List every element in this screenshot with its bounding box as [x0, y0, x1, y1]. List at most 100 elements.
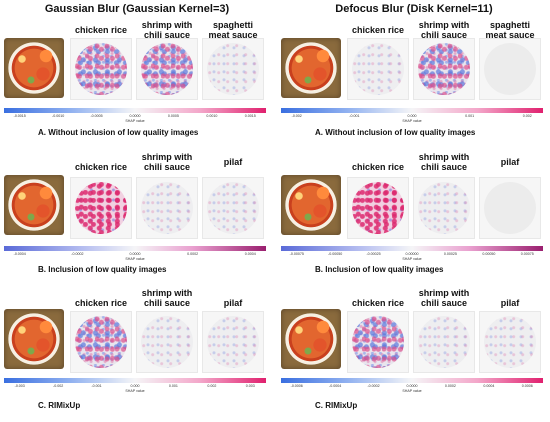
colorbar-label: SHAP value: [125, 257, 145, 261]
colorbar-tick-label: -0.001: [91, 384, 102, 388]
colorbar-tick-label: 0.002: [207, 384, 217, 388]
shap-map: [413, 177, 475, 239]
panel-caption: B. Inclusion of low quality images: [38, 265, 167, 274]
shap-map: [479, 311, 541, 373]
colorbar-ticks: -0.0006 -0.0004 -0.0002 0.0000 0.0002 0.0004 0…: [281, 384, 543, 390]
food-image: [4, 309, 64, 369]
colorbar: [281, 108, 543, 113]
colorbar-tick-label: 0.0010: [206, 114, 218, 118]
class-label: shrimp with chili sauce: [141, 152, 193, 172]
colorbar-tick-label: 0.003: [245, 384, 255, 388]
class-label: spaghetti meat sauce: [208, 20, 258, 40]
panel-c: chicken rice shrimp with chili sauce pil…: [279, 281, 549, 410]
class-label: chicken rice: [74, 298, 128, 308]
panel-caption: C. RIMixUp: [38, 401, 81, 410]
class-label: shrimp with chili sauce: [141, 288, 193, 308]
colorbar-label: SHAP value: [125, 389, 145, 393]
shap-map: [70, 177, 132, 239]
colorbar-label: SHAP value: [125, 119, 145, 123]
colorbar-tick-label: 0.0004: [244, 252, 256, 256]
column-title: Defocus Blur (Disk Kernel=11): [335, 3, 493, 15]
colorbar-tick-label: 0.0000: [129, 114, 141, 118]
colorbar-tick-label: 0.002: [522, 114, 532, 118]
colorbar-tick-label: 0.0000: [129, 252, 141, 256]
colorbar-label: SHAP value: [402, 257, 422, 261]
panel-a: chicken rice shrimp with chili sauce spa…: [279, 20, 549, 140]
food-image: [281, 175, 341, 235]
gaussian-blur-column: Gaussian Blur (Gaussian Kernel=3) chicke…: [2, 0, 272, 422]
colorbar-tick-label: 0.00050: [482, 252, 496, 256]
class-label: chicken rice: [351, 298, 405, 308]
colorbar-ticks: -0.0004 -0.0002 0.0000 0.0002 0.0004: [4, 252, 266, 258]
food-image: [281, 38, 341, 98]
colorbar-tick-label: -0.0006: [290, 384, 303, 388]
class-label: shrimp with chili sauce: [418, 152, 470, 172]
colorbar-tick-label: 0.0006: [521, 384, 533, 388]
class-label: chicken rice: [74, 25, 128, 35]
panel-caption: B. Inclusion of low quality images: [315, 265, 444, 274]
colorbar-tick-label: 0.000: [407, 114, 417, 118]
class-label: pilaf: [223, 157, 243, 167]
colorbar-tick-label: 0.0015: [244, 114, 256, 118]
colorbar: [281, 378, 543, 383]
class-label: pilaf: [223, 298, 243, 308]
class-label: shrimp with chili sauce: [418, 20, 470, 40]
colorbar-tick-label: -0.002: [291, 114, 302, 118]
colorbar-tick-label: -0.0010: [52, 114, 65, 118]
shap-map: [70, 311, 132, 373]
colorbar-ticks: -0.002 -0.001 0.000 0.001 0.002: [281, 114, 543, 120]
shap-map: [479, 38, 541, 100]
shap-map: [347, 311, 409, 373]
colorbar-tick-label: 0.00000: [405, 252, 419, 256]
colorbar-tick-label: 0.00075: [520, 252, 534, 256]
panel-caption: C. RIMixUp: [315, 401, 358, 410]
colorbar-tick-label: -0.0015: [13, 114, 26, 118]
colorbar: [4, 378, 266, 383]
panel-a: chicken rice shrimp with chili sauce spa…: [2, 20, 272, 140]
colorbar-tick-label: -0.00075: [289, 252, 304, 256]
colorbar: [4, 246, 266, 251]
shap-map: [136, 177, 198, 239]
colorbar-tick-label: -0.0004: [13, 252, 26, 256]
colorbar-tick-label: -0.002: [53, 384, 64, 388]
column-title: Gaussian Blur (Gaussian Kernel=3): [44, 3, 230, 15]
colorbar-tick-label: -0.0005: [90, 114, 103, 118]
shap-map: [413, 38, 475, 100]
food-image: [4, 38, 64, 98]
colorbar-tick-label: 0.001: [168, 384, 178, 388]
class-label: chicken rice: [351, 162, 405, 172]
colorbar-label: SHAP value: [402, 119, 422, 123]
colorbar-tick-label: 0.0002: [187, 252, 199, 256]
shap-map: [136, 311, 198, 373]
colorbar-tick-label: -0.001: [349, 114, 360, 118]
colorbar-label: SHAP value: [402, 389, 422, 393]
shap-map: [202, 311, 264, 373]
colorbar-ticks: -0.003 -0.002 -0.001 0.000 0.001 0.002 0.003: [4, 384, 266, 390]
colorbar-tick-label: 0.0004: [483, 384, 495, 388]
shap-map: [479, 177, 541, 239]
colorbar-tick-label: 0.0000: [406, 384, 418, 388]
shap-map: [413, 311, 475, 373]
colorbar-ticks: -0.00075 -0.00050 -0.00025 0.00000 0.00025 0.…: [281, 252, 543, 258]
panel-b: chicken rice shrimp with chili sauce pil…: [279, 145, 549, 274]
class-label: chicken rice: [74, 162, 128, 172]
shap-map: [136, 38, 198, 100]
colorbar-tick-label: -0.0004: [329, 384, 342, 388]
colorbar-tick-label: -0.00050: [328, 252, 343, 256]
class-label: spaghetti meat sauce: [485, 20, 535, 40]
colorbar-tick-label: -0.003: [14, 384, 25, 388]
defocus-blur-column: Defocus Blur (Disk Kernel=11) chicken ri…: [279, 0, 549, 422]
food-image: [4, 175, 64, 235]
colorbar-tick-label: 0.0005: [167, 114, 179, 118]
class-label: pilaf: [500, 298, 520, 308]
class-label: shrimp with chili sauce: [141, 20, 193, 40]
class-label: shrimp with chili sauce: [418, 288, 470, 308]
panel-b: chicken rice shrimp with chili sauce pil…: [2, 145, 272, 274]
shap-map: [202, 177, 264, 239]
colorbar-tick-label: 0.0002: [444, 384, 456, 388]
class-label: pilaf: [500, 157, 520, 167]
colorbar-tick-label: -0.00025: [366, 252, 381, 256]
colorbar-tick-label: 0.00025: [443, 252, 457, 256]
shap-map: [347, 177, 409, 239]
colorbar: [281, 246, 543, 251]
